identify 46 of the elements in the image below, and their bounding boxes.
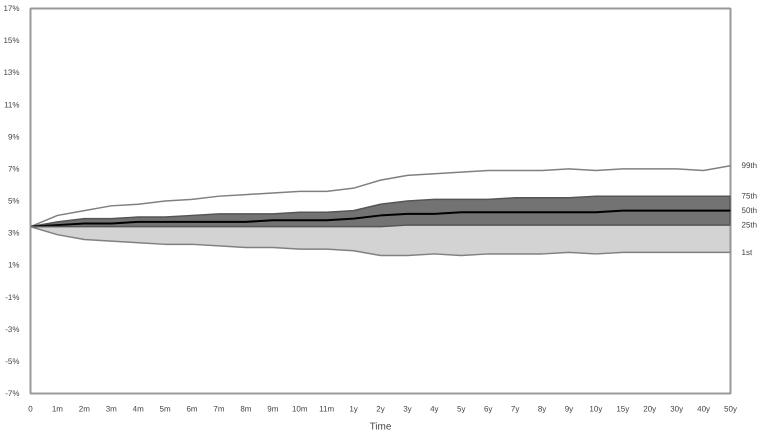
y-tick-label: 9% [8,132,20,142]
x-tick-label: 1y [349,404,358,414]
x-tick-label: 8y [538,404,546,414]
x-tick-label: 30y [670,404,684,414]
series-label: 75th [742,192,758,201]
x-tick-label: 10m [292,404,308,414]
y-tick-label: 3% [8,228,20,238]
x-tick-label: 9y [564,404,574,414]
x-tick-label: 3m [106,404,118,414]
x-tick-label: 4y [430,404,439,414]
y-tick-label: -1% [5,292,20,302]
x-tick-label: 6m [186,404,198,414]
y-tick-label: 11% [4,100,20,110]
series-label: 1st [742,248,753,257]
x-tick-label: 7m [213,404,225,414]
x-tick-label: 50y [724,404,737,414]
x-tick-label: 20y [643,404,656,414]
x-tick-label: 40y [697,404,710,414]
y-tick-label: 7% [8,164,20,174]
x-axis-title: Time [370,422,392,432]
x-tick-label: 3y [403,404,412,414]
y-tick-label: -7% [5,389,20,398]
y-tick-label: -3% [5,324,20,334]
y-tick-label: 13% [3,68,20,78]
series-label: 25th [742,220,758,230]
series-label: 99th [742,161,758,170]
x-tick-label: 8m [240,404,252,414]
x-tick-label: 5m [160,404,172,414]
y-tick-label: 15% [3,36,20,46]
x-tick-label: 6y [484,404,492,414]
x-tick-label: 2y [376,404,385,414]
x-tick-label: 7y [510,404,520,414]
x-tick-label: 9m [267,404,279,414]
x-tick-label: 2m [78,404,90,414]
y-tick-label: -5% [5,356,20,366]
x-tick-label: 4m [132,404,144,414]
x-tick-label: 5y [457,404,466,414]
y-tick-label: 1% [8,260,20,270]
x-tick-label: 15y [616,404,630,414]
x-tick-label: 10y [589,404,602,414]
x-tick-label: 1m [52,404,64,414]
y-tick-label: 17% [3,4,20,13]
x-tick-label: 11m [319,404,334,414]
x-tick-label: 0 [28,404,34,414]
series-label: 50th [742,206,758,216]
y-tick-label: 5% [8,196,20,206]
